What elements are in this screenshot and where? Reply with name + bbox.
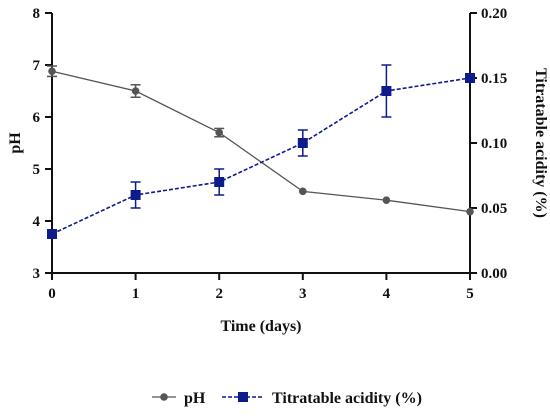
legend-marker-titratable-acidity [238,392,248,402]
left-y-tick-label: 3 [33,266,41,282]
data-point-ph [299,188,307,196]
right-y-axis-title: Titratable acidity (%) [532,68,549,218]
legend-marker-ph [160,393,168,401]
left-y-tick-label: 8 [33,6,41,22]
ticks: 3 4 5 6 7 8 0.00 0.05 0.10 0.15 0.20 0 1 2 3 4 5 [33,6,508,302]
x-tick-label: 3 [299,286,307,302]
x-tick-label: 2 [215,286,223,302]
axes [51,13,471,273]
series-titratable-acidity [47,65,475,239]
right-y-tick-label: 0.05 [481,201,507,217]
legend-label-titratable-acidity: Titratable acidity (%) [272,390,422,407]
data-point-titratable-acidity [381,86,391,96]
left-y-tick-label: 6 [33,110,41,126]
legend-label-ph: pH [184,390,206,407]
legend-item-titratable-acidity: Titratable acidity (%) [222,390,422,407]
data-point-ph [383,196,391,204]
x-tick-label: 4 [383,286,391,302]
data-point-ph [215,129,223,137]
x-tick-label: 5 [466,286,474,302]
right-y-tick-label: 0.20 [481,6,507,22]
series-ph [47,66,474,215]
x-axis-title: Time (days) [220,318,301,335]
left-y-tick-label: 7 [33,58,41,74]
left-y-tick-label: 4 [33,214,41,230]
data-point-titratable-acidity [47,229,57,239]
data-point-ph [48,67,56,75]
legend-item-ph: pH [152,390,206,407]
right-y-tick-label: 0.00 [481,266,507,282]
data-point-titratable-acidity [298,138,308,148]
x-tick-label: 0 [48,286,56,302]
data-point-ph [466,208,474,216]
data-point-ph [132,87,140,95]
left-y-axis-title: pH [7,132,24,154]
data-point-titratable-acidity [214,177,224,187]
x-tick-label: 1 [132,286,140,302]
data-point-titratable-acidity [465,73,475,83]
series-line-titratable-acidity [52,78,470,234]
right-y-tick-label: 0.15 [481,71,507,87]
left-y-tick-label: 5 [33,162,41,178]
data-point-titratable-acidity [131,190,141,200]
series-layer [47,65,475,239]
series-line-ph [52,71,470,211]
legend: pH Titratable acidity (%) [152,390,422,407]
right-y-tick-label: 0.10 [481,136,507,152]
